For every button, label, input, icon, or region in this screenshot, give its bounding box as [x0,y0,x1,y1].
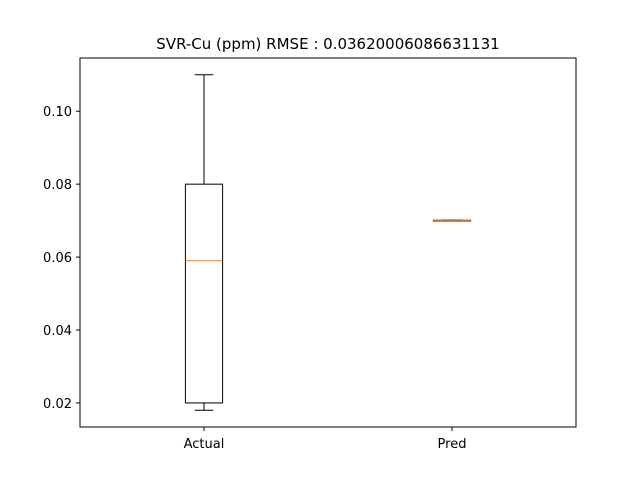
box-group-pred [432,219,472,222]
x-tick-label: Actual [184,437,225,452]
y-tick-label: 0.10 [43,105,72,120]
box-group-actual [184,74,224,411]
chart-title: SVR-Cu (ppm) RMSE : 0.03620006086631131 [156,35,499,53]
y-tick-label: 0.02 [43,397,72,412]
y-tick-label: 0.06 [43,251,72,266]
box-actual [184,183,224,404]
x-tick-label: Pred [438,437,467,452]
y-tick-label: 0.04 [43,324,72,339]
axes-frame [79,57,577,428]
y-tick-label: 0.08 [43,178,72,193]
